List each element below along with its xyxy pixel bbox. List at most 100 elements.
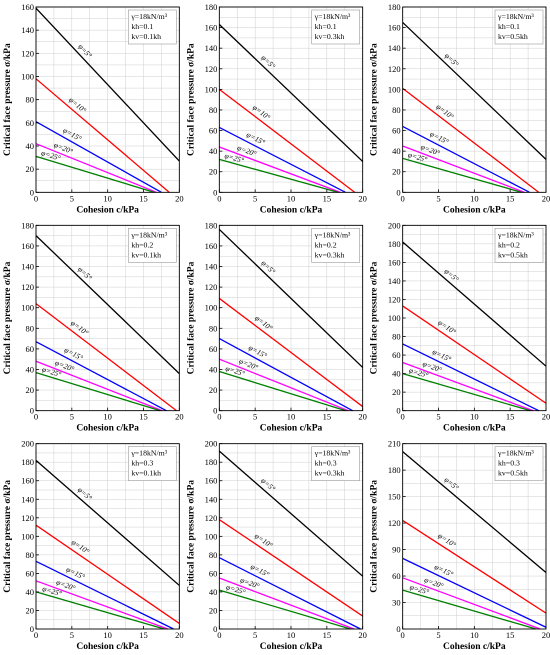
legend-entry: kv=0.3kh [315, 250, 345, 259]
phi-label: φ=5° [76, 42, 93, 60]
x-axis-label: Cohesion c/kPa [76, 642, 139, 652]
series-line-5 [219, 589, 351, 630]
x-tick-label: 20 [542, 412, 550, 422]
y-tick-label: 140 [388, 276, 401, 286]
phi-label: φ=5° [259, 476, 277, 493]
y-tick-label: 20 [209, 605, 218, 615]
y-tick-label: 30 [392, 598, 401, 608]
x-tick-label: 5 [436, 630, 440, 640]
y-tick-label: 120 [205, 64, 218, 74]
series-line-5 [219, 158, 339, 193]
y-tick-label: 180 [21, 220, 34, 230]
x-axis-label: Cohesion c/kPa [443, 642, 506, 652]
x-tick-label: 5 [70, 193, 74, 203]
phi-label: φ=5° [443, 51, 461, 69]
y-tick-label: 100 [21, 72, 34, 82]
x-tick-label: 5 [253, 412, 257, 422]
phi-label: φ=15° [65, 565, 87, 582]
y-tick-label: 120 [21, 513, 34, 523]
y-tick-label: 210 [388, 439, 401, 449]
y-tick-label: 180 [205, 457, 218, 467]
series-line-1 [402, 241, 547, 367]
x-tick-label: 20 [175, 412, 184, 422]
y-tick-label: 0 [213, 187, 217, 197]
y-tick-label: 40 [209, 587, 218, 597]
subplot-3: φ=5°φ=10°φ=15°φ=20°φ=25°0204060801001201… [370, 2, 550, 215]
y-tick-label: 90 [392, 545, 401, 555]
series-line-2 [402, 305, 547, 404]
y-tick-label: 40 [26, 364, 35, 374]
phi-label: φ=10° [436, 531, 457, 549]
x-axis-label: Cohesion c/kPa [76, 424, 139, 434]
series-line-5 [219, 370, 346, 412]
y-axis-label: Critical face pressure σ/kPa [370, 43, 380, 156]
x-tick-label: 0 [34, 193, 38, 203]
y-tick-label: 140 [205, 43, 218, 53]
phi-label: φ=15° [249, 562, 271, 579]
y-tick-label: 120 [388, 518, 401, 528]
x-tick-label: 5 [70, 630, 74, 640]
legend-entry: γ=18kN/m³ [314, 230, 351, 239]
y-tick-label: 140 [388, 43, 401, 53]
legend-box [128, 446, 177, 481]
y-tick-label: 0 [30, 624, 34, 634]
x-tick-label: 10 [103, 630, 112, 640]
y-tick-label: 100 [205, 531, 218, 541]
y-tick-label: 0 [213, 406, 217, 416]
x-tick-label: 0 [217, 193, 221, 203]
legend-entry: kh=0.2 [315, 240, 337, 249]
series-line-1 [35, 235, 180, 375]
x-tick-label: 0 [217, 630, 221, 640]
y-tick-label: 40 [26, 587, 35, 597]
y-tick-label: 60 [209, 568, 218, 578]
x-tick-label: 20 [175, 193, 184, 203]
series-line-4 [402, 145, 525, 193]
series-line-2 [35, 524, 180, 624]
y-tick-label: 140 [21, 494, 34, 504]
y-tick-label: 200 [205, 439, 218, 449]
y-axis-label: Critical face pressure σ/kPa [3, 261, 13, 374]
series-line-1 [218, 228, 364, 368]
series-line-1 [402, 451, 547, 574]
legend-box [494, 446, 544, 481]
series-line-2 [218, 297, 364, 408]
series-line-2 [35, 78, 170, 193]
series-line-5 [402, 589, 537, 630]
legend-entry: kv=0.5kh [498, 469, 528, 478]
series-line-3 [219, 557, 361, 630]
x-tick-label: 20 [358, 412, 367, 422]
x-tick-label: 5 [436, 412, 440, 422]
y-tick-label: 60 [392, 350, 401, 360]
y-tick-label: 100 [205, 84, 218, 94]
phi-label: φ=15° [62, 126, 84, 144]
y-tick-label: 180 [388, 465, 401, 475]
y-tick-label: 40 [392, 369, 401, 379]
y-tick-label: 180 [205, 220, 218, 230]
legend-box [494, 9, 544, 45]
y-tick-label: 0 [30, 187, 34, 197]
y-tick-label: 160 [21, 241, 34, 251]
legend-entry: kh=0.1 [498, 22, 520, 31]
phi-label: φ=5° [443, 475, 461, 492]
x-tick-label: 0 [401, 630, 405, 640]
legend-entry: γ=18kN/m³ [130, 12, 167, 21]
legend-entry: γ=18kN/m³ [130, 449, 167, 458]
subplot-4: φ=5°φ=10°φ=15°φ=20°φ=25°0204060801001201… [3, 220, 184, 433]
legend-box [128, 228, 177, 263]
x-tick-label: 10 [287, 630, 296, 640]
y-axis-label: Critical face pressure σ/kPa [186, 43, 196, 156]
series-line-3 [402, 125, 530, 193]
phi-label: φ=5° [76, 485, 94, 502]
y-axis-label: Critical face pressure σ/kPa [186, 261, 196, 374]
x-tick-label: 0 [401, 193, 405, 203]
phi-label: φ=15° [429, 129, 451, 146]
x-tick-label: 20 [358, 630, 367, 640]
y-tick-label: 160 [388, 23, 401, 33]
phi-label: φ=10° [434, 102, 455, 121]
phi-label: φ=10° [70, 537, 91, 556]
legend-entry: kv=0.1kh [131, 469, 161, 478]
legend-entry: γ=18kN/m³ [130, 230, 167, 239]
series-line-2 [402, 87, 540, 193]
x-tick-label: 10 [103, 193, 112, 203]
